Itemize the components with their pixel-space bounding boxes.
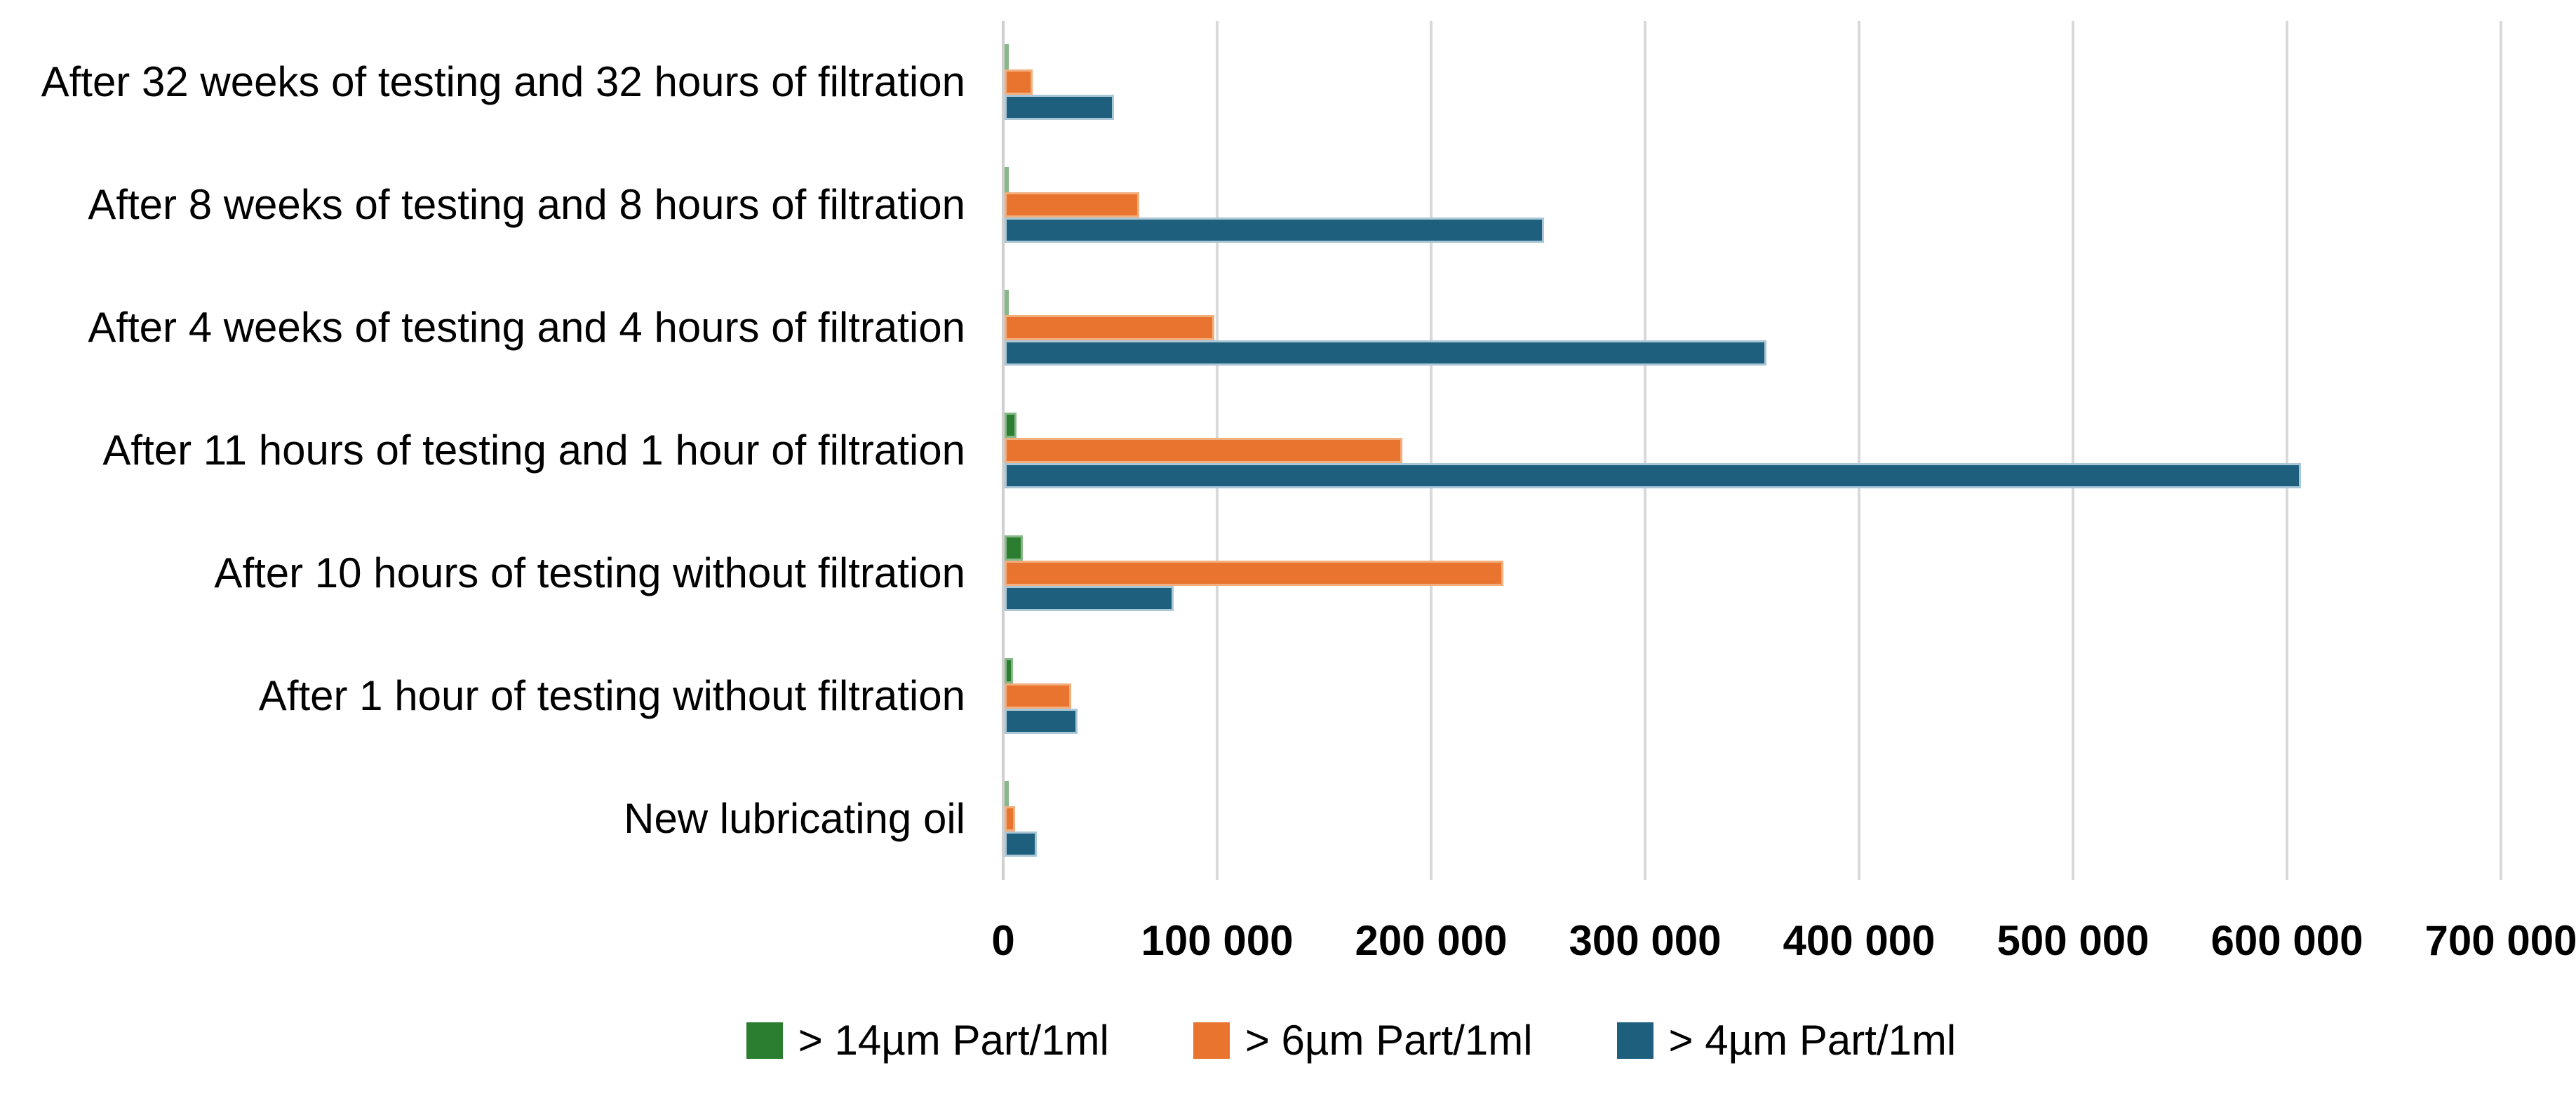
bar-14-m-part-1ml	[1005, 290, 1009, 316]
gridline	[2072, 21, 2074, 880]
bar-6-m-part-1ml	[1005, 437, 1403, 463]
bar-group	[1005, 535, 1503, 611]
x-tick-label: 700 000	[2424, 917, 2576, 964]
legend: > 14µm Part/1ml > 6µm Part/1ml > 4µm Part/…	[0, 1016, 2576, 1064]
legend-item: > 6µm Part/1ml	[1193, 1016, 1533, 1064]
category-label: After 8 weeks of testing and 8 hours of …	[88, 181, 965, 229]
bar-14-m-part-1ml	[1005, 44, 1009, 70]
legend-swatch-14-m-part-1ml	[746, 1022, 783, 1059]
gridline	[1858, 21, 1860, 880]
category-label: After 10 hours of testing without filtra…	[214, 549, 965, 596]
x-tick-label: 200 000	[1355, 917, 1508, 964]
category-row: After 8 weeks of testing and 8 hours of …	[0, 144, 2576, 267]
bar-4-m-part-1ml	[1005, 708, 1078, 734]
gridline	[2500, 21, 2502, 880]
bar-14-m-part-1ml	[1005, 780, 1009, 806]
category-label: New lubricating oil	[624, 794, 965, 842]
category-row: New lubricating oil	[0, 757, 2576, 880]
bar-group	[1005, 290, 1766, 366]
category-row: After 11 hours of testing and 1 hour of …	[0, 389, 2576, 512]
bar-group	[1005, 44, 1114, 121]
x-tick-label: 100 000	[1141, 917, 1294, 964]
category-label: After 32 weeks of testing and 32 hours o…	[41, 58, 965, 106]
category-row: After 4 weeks of testing and 4 hours of …	[0, 267, 2576, 389]
legend-swatch-6-m-part-1ml	[1193, 1022, 1230, 1059]
bar-4-m-part-1ml	[1005, 95, 1114, 121]
legend-item: > 4µm Part/1ml	[1616, 1016, 1957, 1064]
legend-swatch-4-m-part-1ml	[1616, 1022, 1653, 1059]
bar-6-m-part-1ml	[1005, 683, 1071, 709]
bar-group	[1005, 167, 1544, 243]
bar-14-m-part-1ml	[1005, 167, 1009, 193]
bar-6-m-part-1ml	[1005, 192, 1140, 218]
bar-14-m-part-1ml	[1005, 412, 1017, 438]
x-tick-label: 300 000	[1569, 917, 1722, 964]
bar-14-m-part-1ml	[1005, 535, 1023, 561]
category-label: After 4 weeks of testing and 4 hours of …	[88, 304, 965, 352]
x-tick-label: 500 000	[1997, 917, 2149, 964]
bar-6-m-part-1ml	[1005, 315, 1214, 341]
category-row: After 10 hours of testing without filtra…	[0, 512, 2576, 634]
category-label: After 11 hours of testing and 1 hour of …	[102, 426, 965, 474]
gridline	[1430, 21, 1433, 880]
category-label: After 1 hour of testing without filtrati…	[258, 671, 965, 719]
bar-4-m-part-1ml	[1005, 340, 1766, 366]
bar-group	[1005, 412, 2302, 488]
bar-4-m-part-1ml	[1005, 585, 1174, 611]
bar-group	[1005, 657, 1078, 734]
x-tick-label: 0	[991, 917, 1015, 964]
category-row: After 32 weeks of testing and 32 hours o…	[0, 21, 2576, 144]
legend-label: > 4µm Part/1ml	[1668, 1017, 1957, 1064]
y-axis-line	[1002, 21, 1005, 880]
x-tick-label: 600 000	[2211, 917, 2363, 964]
bar-6-m-part-1ml	[1005, 69, 1033, 95]
bar-group	[1005, 780, 1037, 857]
legend-item: > 14µm Part/1ml	[746, 1016, 1109, 1064]
bar-6-m-part-1ml	[1005, 560, 1503, 586]
bar-14-m-part-1ml	[1005, 657, 1014, 683]
category-row: After 1 hour of testing without filtrati…	[0, 634, 2576, 757]
legend-label: > 6µm Part/1ml	[1245, 1017, 1533, 1064]
gridline	[1644, 21, 1646, 880]
bar-4-m-part-1ml	[1005, 218, 1544, 243]
x-tick-label: 400 000	[1783, 917, 1936, 964]
bar-4-m-part-1ml	[1005, 831, 1037, 857]
bar-6-m-part-1ml	[1005, 806, 1016, 831]
gridline	[2286, 21, 2288, 880]
bar-4-m-part-1ml	[1005, 462, 2302, 488]
legend-label: > 14µm Part/1ml	[798, 1017, 1109, 1064]
